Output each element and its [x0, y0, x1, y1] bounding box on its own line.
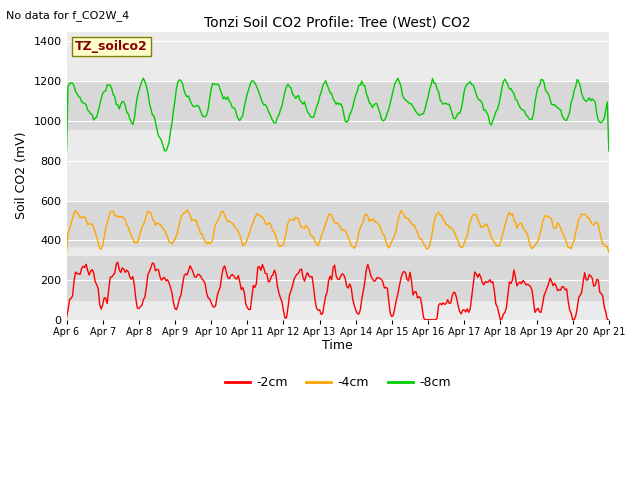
Bar [67, 201, 609, 246]
Legend: -2cm, -4cm, -8cm: -2cm, -4cm, -8cm [220, 371, 456, 394]
Text: No data for f_CO2W_4: No data for f_CO2W_4 [6, 10, 130, 21]
Title: Tonzi Soil CO2 Profile: Tree (West) CO2: Tonzi Soil CO2 Profile: Tree (West) CO2 [204, 15, 471, 29]
Bar [67, 81, 609, 129]
Text: TZ_soilco2: TZ_soilco2 [75, 40, 147, 53]
Y-axis label: Soil CO2 (mV): Soil CO2 (mV) [15, 132, 28, 219]
X-axis label: Time: Time [323, 339, 353, 352]
Bar [67, 256, 609, 300]
